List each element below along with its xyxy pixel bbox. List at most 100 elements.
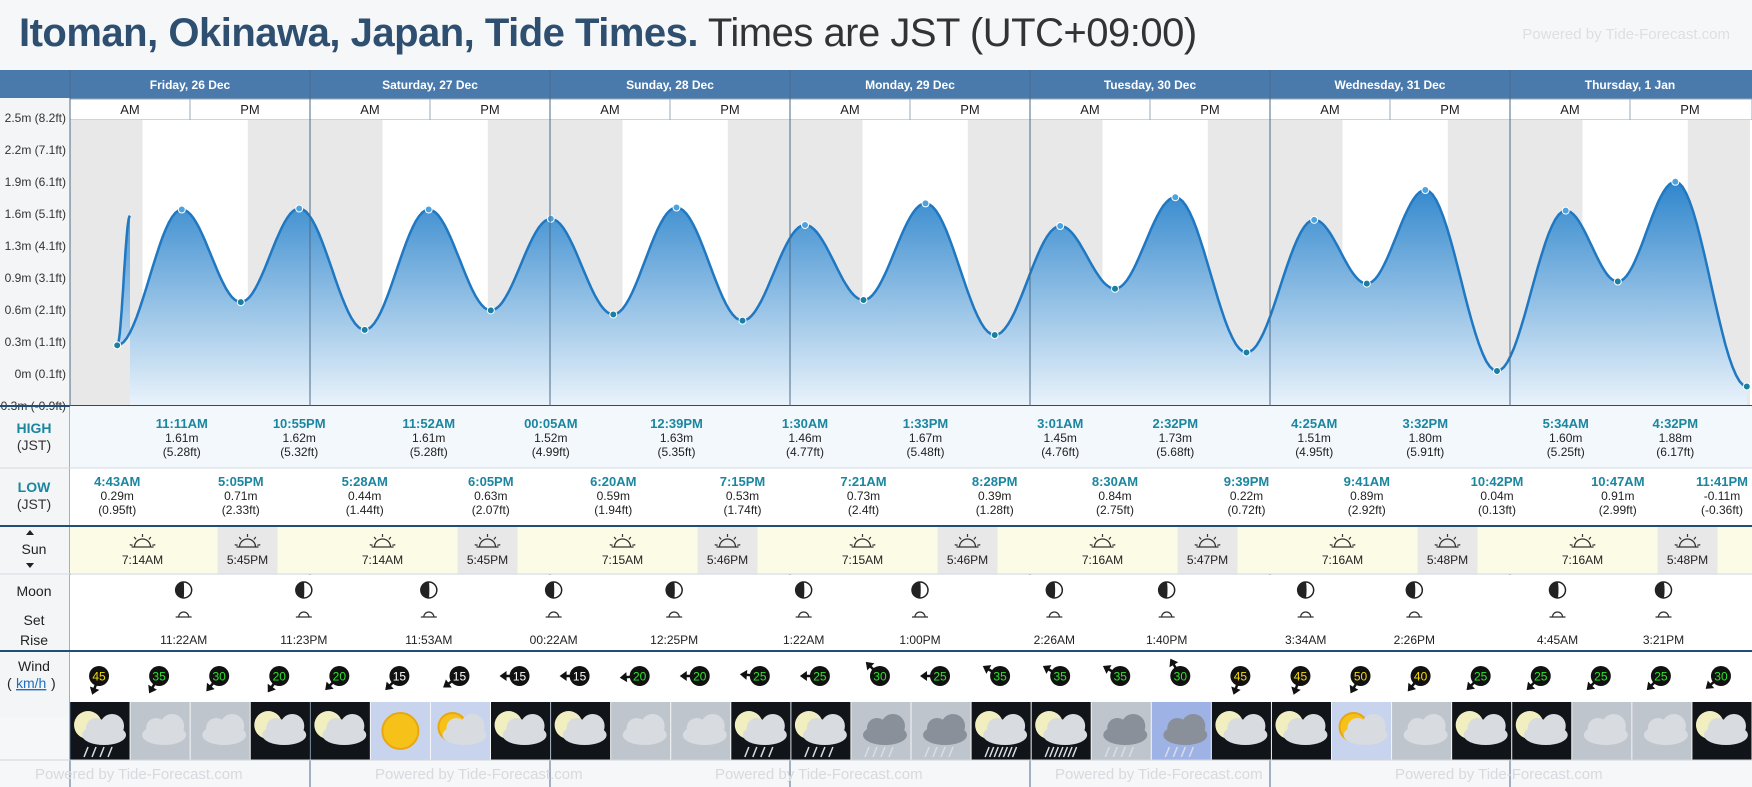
sunrise-icon	[1089, 534, 1116, 548]
sun-icon-ray	[1108, 536, 1112, 540]
wind-speed: 35	[1053, 670, 1067, 684]
wind-marker: 45	[1230, 666, 1251, 695]
weather-night-cloudy-icon	[310, 702, 370, 760]
high-tide-time: 3:01AM	[1037, 416, 1083, 431]
high-tide-height-ft: (5.35ft)	[657, 445, 695, 459]
high-tide-point	[1171, 193, 1180, 202]
weather-cloudy-icon	[190, 702, 250, 760]
low-tide-time: 7:21AM	[840, 474, 886, 489]
sun-icon-ray	[958, 536, 962, 540]
wind-arrow-head	[865, 661, 875, 671]
high-tide-point	[1671, 177, 1680, 186]
sun-icon-ray	[373, 536, 377, 540]
cloud-glyph	[340, 714, 365, 738]
high-tide-time: 12:39PM	[650, 416, 703, 431]
high-tide-height-m: 1.67m	[909, 431, 942, 445]
moon-shadow	[1549, 582, 1559, 598]
wind-arrow-head	[1102, 665, 1112, 674]
sun-icon-ray	[849, 544, 853, 546]
high-row-label: HIGH	[17, 420, 52, 436]
rain-glyph	[83, 746, 89, 758]
sun-icon-ray	[1089, 544, 1093, 546]
cloud-glyph	[1481, 714, 1506, 738]
tide-chart: -0.3m (-0.9ft)0m (0.1ft)0.3m (1.1ft)0.6m…	[0, 70, 1752, 787]
moon-shadow	[420, 582, 430, 598]
cloud-glyph	[1181, 714, 1206, 738]
wind-arrow-head	[148, 684, 157, 694]
am-label: AM	[600, 102, 620, 117]
moon-phase-icon	[174, 581, 193, 618]
weather-rain-icon	[911, 702, 971, 760]
weather-night-cloudy-icon	[1271, 702, 1331, 760]
sun-icon-arc	[1093, 538, 1112, 548]
sun-icon-ray	[628, 536, 632, 540]
weather-cloudy-icon	[1632, 702, 1692, 760]
high-tide-height-m: 1.46m	[788, 431, 821, 445]
sunset-time: 5:48PM	[1427, 553, 1468, 567]
low-tide-time: 5:28AM	[342, 474, 388, 489]
low-tide-height-ft: (2.92ft)	[1348, 503, 1386, 517]
high-tide-point	[1310, 215, 1319, 224]
sun-icon-ray	[954, 544, 958, 546]
cloud-glyph	[640, 714, 665, 738]
wind-speed-badge	[149, 666, 170, 686]
weather-night-rain-icon	[791, 702, 851, 760]
footer-watermark: Powered by Tide-Forecast.com	[1055, 766, 1263, 783]
sun-icon-arc	[373, 538, 392, 548]
high-tide-height-m: 1.61m	[412, 431, 445, 445]
y-tick-label: 1.6m (5.1ft)	[5, 207, 66, 221]
low-tide-time: 10:42PM	[1471, 474, 1524, 489]
high-tide-point	[546, 214, 555, 223]
sunset-time: 5:46PM	[947, 553, 988, 567]
low-tide-point	[113, 341, 122, 350]
sun-row-label: Sun	[22, 541, 47, 557]
cloud-glyph	[1061, 714, 1086, 738]
high-row-bg	[70, 406, 1752, 468]
wind-speed: 20	[333, 670, 347, 684]
wind-speed: 35	[152, 670, 166, 684]
rain-glyph	[1067, 746, 1073, 758]
wind-speed: 15	[513, 670, 527, 684]
low-tide-height-ft: (2.33ft)	[222, 503, 260, 517]
low-tide-point	[1362, 279, 1371, 288]
low-tide-height-ft: (1.28ft)	[976, 503, 1014, 517]
weather-day-cloud-rain-icon	[1151, 702, 1211, 760]
low-tide-height-m: 0.59m	[597, 489, 630, 503]
low-tide-point	[486, 306, 495, 315]
wind-speed-badge	[1410, 666, 1431, 686]
rain-glyph	[888, 746, 894, 758]
footer-watermark: Powered by Tide-Forecast.com	[375, 766, 583, 783]
wind-unit-link[interactable]: km/h	[16, 675, 46, 691]
day-label: Tuesday, 30 Dec	[1104, 78, 1197, 92]
wind-speed-badge	[930, 666, 951, 686]
cloud-glyph	[700, 714, 725, 738]
high-tide-time: 00:05AM	[524, 416, 577, 431]
low-tide-height-ft: (2.4ft)	[848, 503, 879, 517]
weather-night-heavy-rain-icon	[1031, 702, 1091, 760]
sunset-icon	[474, 534, 501, 548]
sunset-time: 5:46PM	[707, 553, 748, 567]
day-label: Thursday, 1 Jan	[1585, 78, 1675, 92]
pm-label: PM	[1440, 102, 1460, 117]
rain-glyph	[1011, 746, 1018, 758]
sunrise-icon	[1569, 534, 1596, 548]
timezone-note: Times are JST (UTC+09:00)	[707, 11, 1197, 55]
low-tide-time: 11:41PM	[1696, 474, 1748, 489]
sun-icon-ray	[1569, 544, 1573, 546]
wind-arrow-head	[385, 681, 394, 691]
sunrise-time: 7:14AM	[362, 553, 403, 567]
low-tide-point	[738, 316, 747, 325]
cloud-glyph	[280, 714, 305, 738]
high-tide-time: 5:34AM	[1543, 416, 1589, 431]
wind-speed: 50	[1354, 670, 1368, 684]
wind-marker: 35	[1102, 665, 1131, 686]
wind-speed-badge	[449, 666, 470, 686]
pm-label: PM	[1200, 102, 1220, 117]
sun-icon-arc	[1333, 538, 1352, 548]
sun-icon-ray	[133, 536, 137, 540]
rain-glyph	[1049, 746, 1055, 758]
moon-horizon-arc	[1408, 611, 1420, 618]
high-tide-height-m: 1.60m	[1549, 431, 1582, 445]
low-tide-height-m: 0.89m	[1350, 489, 1383, 503]
low-tide-height-m: 0.73m	[847, 489, 880, 503]
